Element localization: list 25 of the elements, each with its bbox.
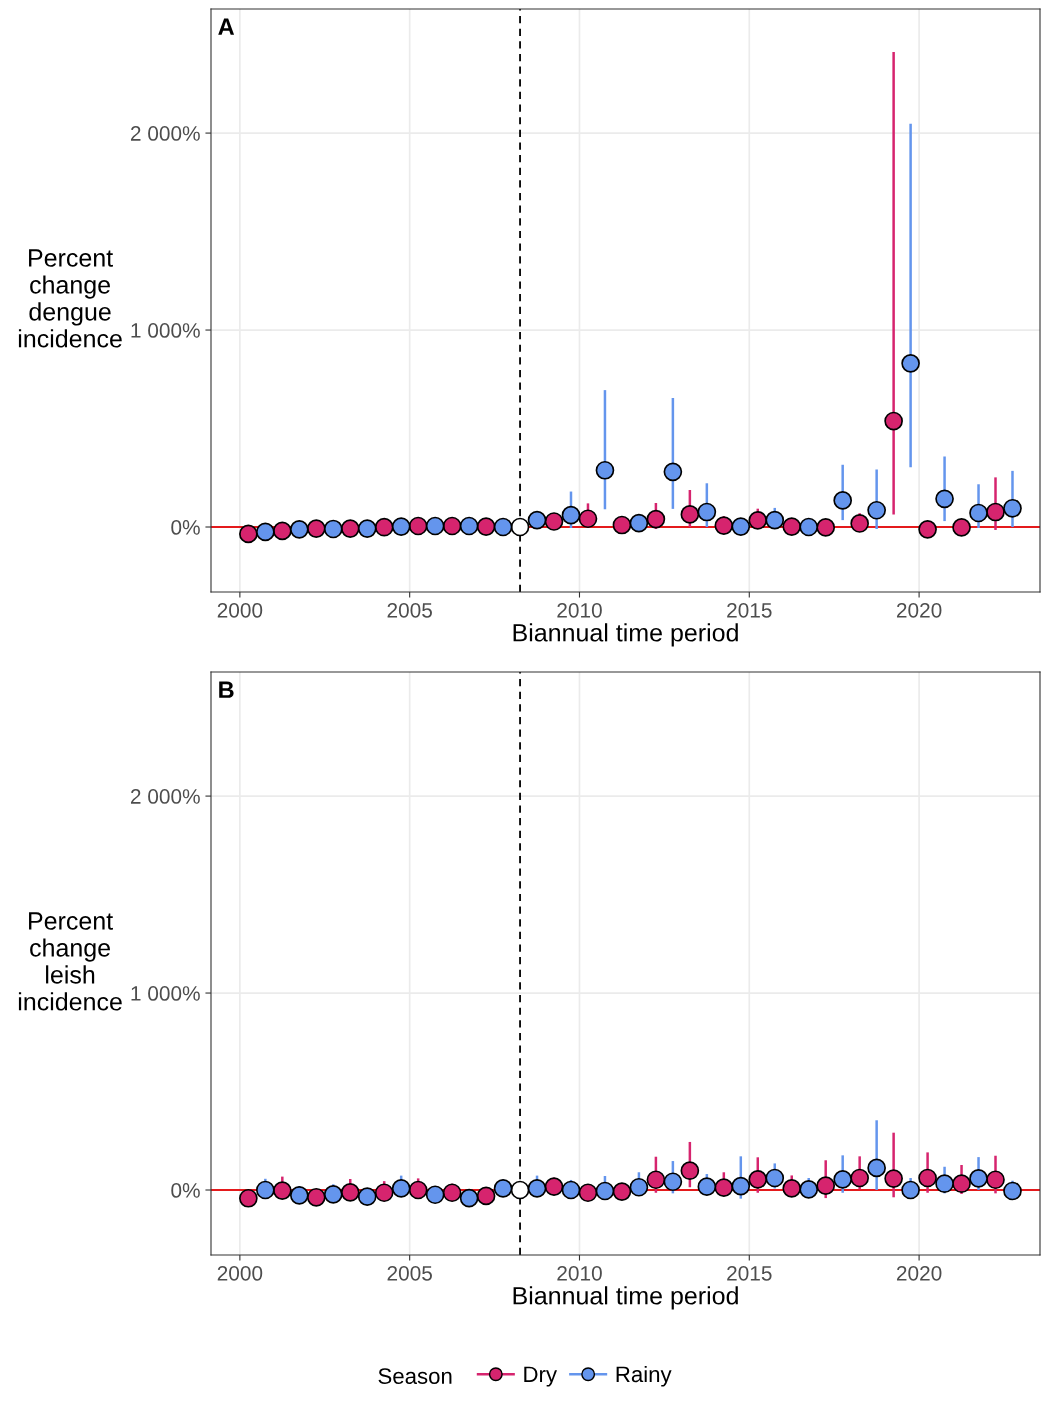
- x-tick-label: 2000: [217, 1265, 263, 1281]
- x-tick-label: 2010: [557, 1265, 602, 1281]
- x-tick-label: 2005: [387, 602, 432, 618]
- y-tick-label: 0%: [171, 520, 200, 535]
- x-tick-label: 2020: [896, 602, 942, 618]
- x-tick-label: 2020: [896, 1265, 942, 1281]
- x-tick-label: 2010: [557, 602, 602, 618]
- x-tick-label: 2000: [217, 602, 263, 618]
- y-tick-label: 1 000%: [131, 986, 200, 1001]
- x-axis-title: Biannual time period: [513, 1286, 738, 1310]
- legend-title: Season: [378, 1368, 452, 1384]
- x-tick-label: 2005: [387, 1265, 432, 1281]
- x-axis-title: Biannual time period: [513, 623, 738, 647]
- y-axis-title: Percent change leish incidence: [18, 912, 122, 1011]
- annotation: A: [218, 18, 235, 35]
- y-tick-label: 0%: [171, 1183, 200, 1198]
- legend-label: Dry: [524, 1366, 557, 1387]
- x-tick-label: 2015: [727, 602, 772, 618]
- annotation: B: [219, 681, 234, 698]
- y-tick-label: 1 000%: [131, 323, 200, 338]
- legend-label: Rainy: [616, 1365, 672, 1387]
- y-tick-label: 2 000%: [130, 789, 200, 804]
- y-axis-title: Percent change dengue incidence: [18, 249, 122, 348]
- x-tick-label: 2015: [727, 1265, 772, 1281]
- y-tick-label: 2 000%: [130, 126, 200, 141]
